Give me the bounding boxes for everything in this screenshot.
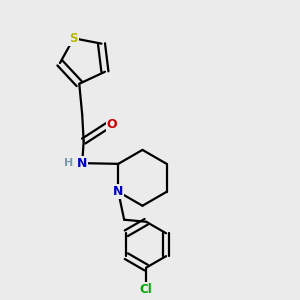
Text: N: N — [77, 157, 87, 169]
Text: S: S — [69, 32, 78, 45]
Text: H: H — [64, 158, 74, 168]
Text: N: N — [113, 185, 124, 198]
Text: Cl: Cl — [140, 283, 153, 296]
Text: O: O — [107, 118, 118, 131]
